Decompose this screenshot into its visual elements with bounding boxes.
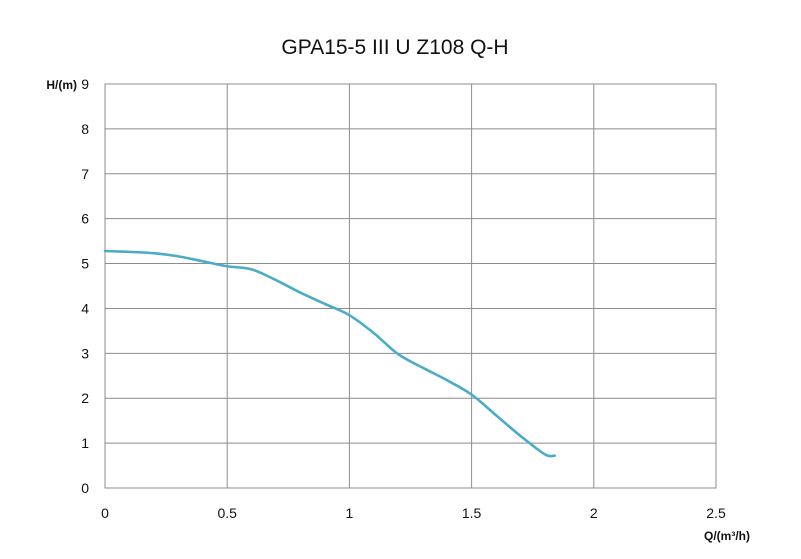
x-axis-label: Q/(m³/h) (704, 529, 750, 543)
y-axis-ticks: 0 1 2 3 4 5 6 7 8 9 (81, 76, 89, 496)
chart-title: GPA15-5 III U Z108 Q-H (281, 36, 508, 59)
y-tick-label: 5 (81, 256, 89, 272)
plot-area-border (104, 83, 717, 489)
qh-curve-line (103, 249, 556, 458)
x-tick-label: 2.5 (706, 505, 726, 521)
grid-lines (104, 83, 717, 489)
y-tick-label: 2 (81, 390, 89, 406)
x-tick-label: 1.5 (462, 505, 482, 521)
x-tick-label: 0 (101, 505, 109, 521)
y-tick-label: 3 (81, 345, 89, 361)
series-layer (103, 249, 556, 458)
y-tick-label: 4 (81, 300, 89, 316)
y-tick-label: 6 (81, 211, 89, 227)
y-tick-label: 1 (81, 435, 89, 451)
y-axis-label: H/(m) (46, 78, 77, 92)
x-tick-label: 1 (346, 505, 354, 521)
x-axis-ticks: 0 0.5 1 1.5 2 2.5 (101, 505, 726, 521)
y-tick-label: 9 (81, 76, 89, 92)
y-tick-label: 8 (81, 121, 89, 137)
x-tick-label: 0.5 (217, 505, 237, 521)
y-tick-label: 0 (81, 480, 89, 496)
x-tick-label: 2 (590, 505, 598, 521)
y-tick-label: 7 (81, 166, 89, 182)
